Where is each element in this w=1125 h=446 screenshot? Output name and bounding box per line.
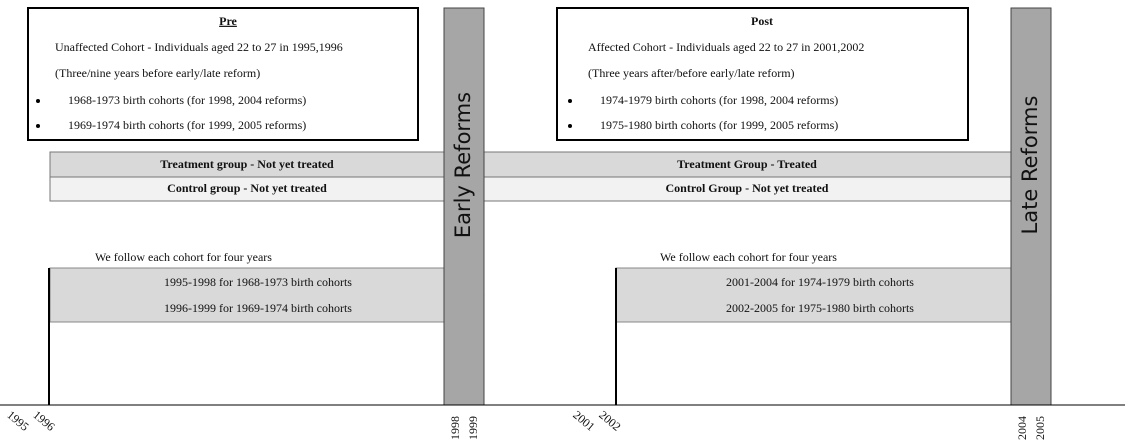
post-line: Affected Cohort - Individuals aged 22 to… [588, 40, 864, 54]
group-label: Control Group - Not yet treated [666, 181, 829, 195]
year: 2002 [596, 408, 623, 434]
reform-label: Late Reforms [1018, 96, 1042, 235]
pre-title: Pre [219, 14, 237, 28]
reform-label: Early Reforms [451, 92, 475, 238]
group-label: Treatment Group - Treated [677, 157, 817, 171]
bullet [36, 99, 40, 103]
pre-line: (Three/nine years before early/late refo… [55, 66, 260, 80]
post-box [556, 7, 969, 141]
pre-bullet: 1969-1974 birth cohorts (for 1999, 2005 … [68, 118, 306, 132]
group-bar [49, 151, 445, 178]
year: 2001 [570, 408, 597, 434]
post-bullet: 1974-1979 birth cohorts (for 1998, 2004 … [600, 93, 838, 107]
follow-heading: We follow each cohort for four years [660, 250, 837, 264]
follow-line: 2002-2005 for 1975-1980 birth cohorts [726, 301, 914, 315]
group-label: Treatment group - Not yet treated [160, 157, 334, 171]
post-title: Post [751, 14, 773, 28]
year: 1996 [30, 408, 57, 434]
post-line: (Three years after/before early/late ref… [588, 66, 795, 80]
year: 2004 [1015, 416, 1029, 440]
follow-line: 1996-1999 for 1969-1974 birth cohorts [164, 301, 352, 315]
pre-bullet: 1968-1973 birth cohorts (for 1998, 2004 … [68, 93, 306, 107]
pre-box [27, 7, 419, 141]
year: 1999 [466, 416, 480, 440]
follow-line: 2001-2004 for 1974-1979 birth cohorts [726, 275, 914, 289]
pre-line: Unaffected Cohort - Individuals aged 22 … [55, 40, 343, 54]
reform-bar [1010, 7, 1052, 406]
follow-heading: We follow each cohort for four years [95, 250, 272, 264]
follow-line: 1995-1998 for 1968-1973 birth cohorts [164, 275, 352, 289]
year: 2005 [1033, 416, 1047, 440]
bullet [36, 124, 40, 128]
bullet [568, 124, 572, 128]
year: 1995 [4, 408, 31, 434]
bullet [568, 99, 572, 103]
reform-bar [443, 7, 485, 406]
year: 1998 [448, 416, 462, 440]
group-label: Control group - Not yet treated [167, 181, 327, 195]
post-bullet: 1975-1980 birth cohorts (for 1999, 2005 … [600, 118, 838, 132]
